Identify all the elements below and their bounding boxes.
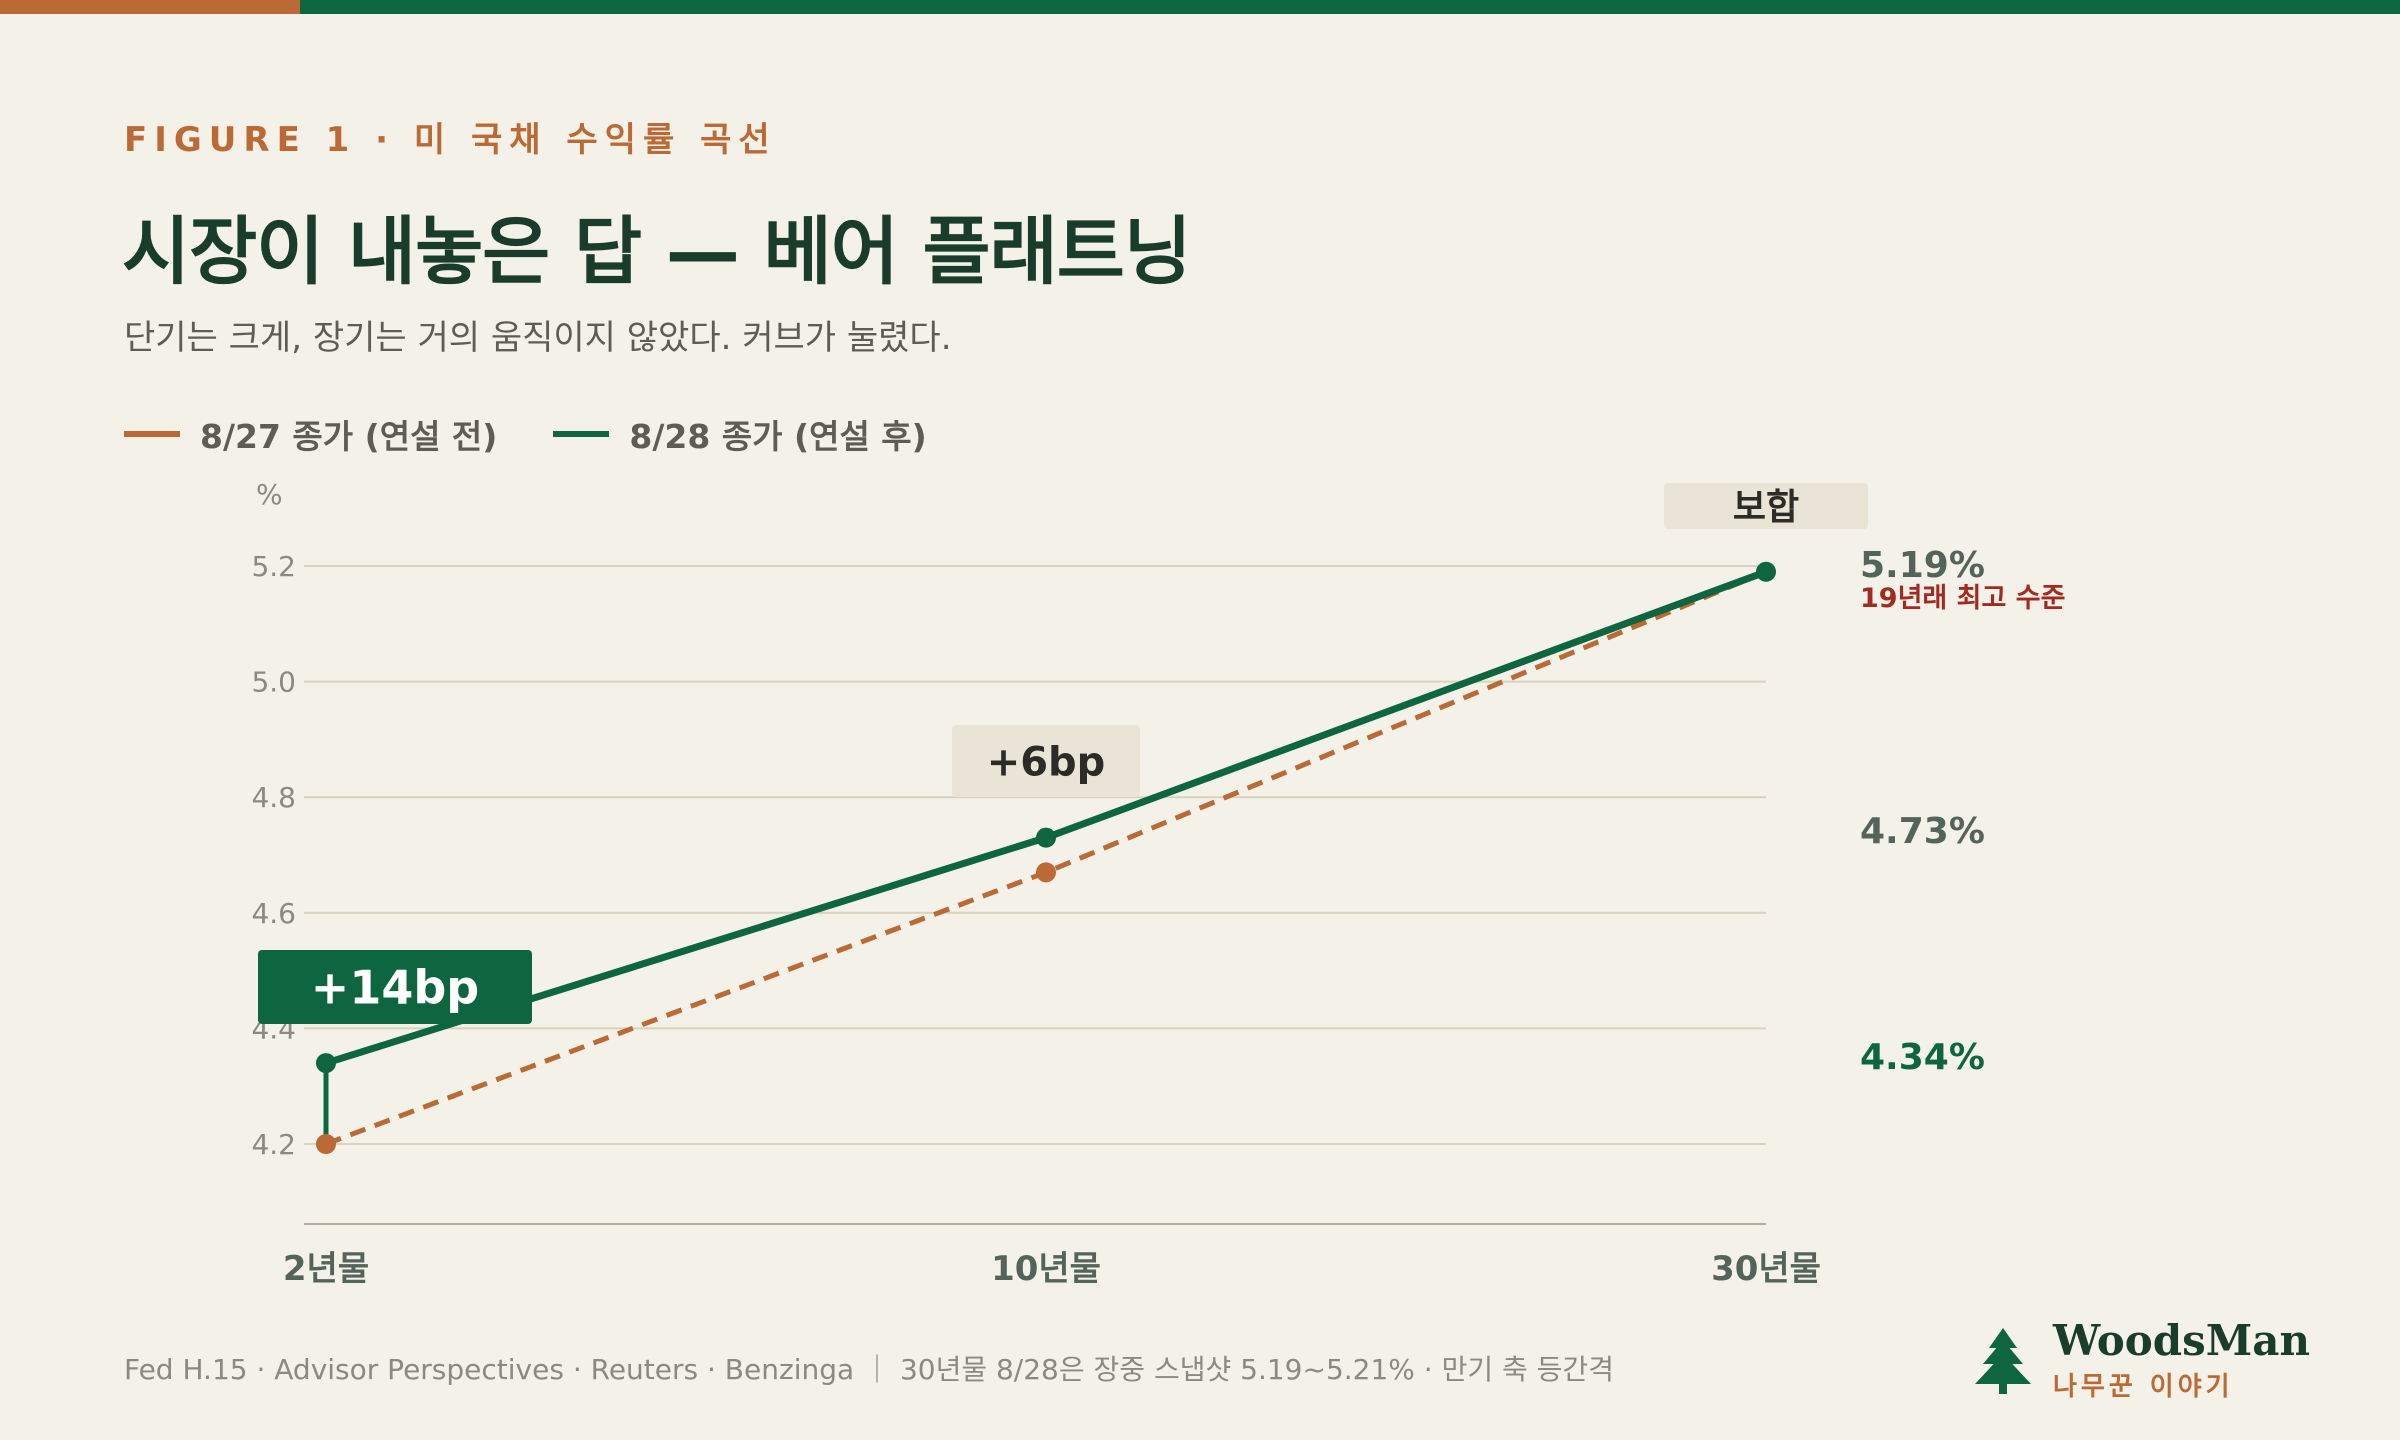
callout-box [1664,483,1868,529]
y-tick-label: 5.2 [251,550,296,583]
y-tick-label: 4.6 [251,897,296,930]
series-line-after [324,568,1768,1067]
logo-subtitle: 나무꾼 이야기 [2053,1372,2234,1402]
x-tick-label: 30년물 [1711,1249,1821,1289]
legend-label-before: 8/27 종가 (연설 전) [200,417,498,456]
chart-legend: 8/27 종가 (연설 전) 8/28 종가 (연설 후) [124,410,983,458]
y-tick-label: 4.2 [251,1128,296,1161]
data-point-before [316,1134,336,1154]
figure-eyebrow: FIGURE 1 · 미 국채 수익률 곡선 [124,120,777,160]
value-note: 19년래 최고 수준 [1860,583,2065,614]
data-point-after [316,1053,336,1074]
callout-label: +14bp [311,961,479,1015]
pine-tree-icon [1975,1327,2031,1394]
data-point-after [1036,827,1056,848]
top-accent-bar [0,0,2400,14]
data-point-after [1756,561,1776,582]
page-title: 시장이 내놓은 답 — 베어 플래트닝 [122,209,1192,295]
callout-label: 보합 [1733,487,1799,528]
callout-box [258,950,532,1024]
y-tick-label: 5.0 [251,666,296,699]
callout-box [952,725,1140,797]
value-label: 5.19% [1860,545,1985,586]
top-accent-bar-orange [0,0,300,14]
logo-name: WoodsMan [2053,1316,2311,1365]
x-tick-label: 2년물 [283,1249,369,1289]
value-label: 4.34% [1860,1037,1985,1078]
value-label: 4.73% [1860,811,1985,852]
legend-item-after: 8/28 종가 (연설 후) [553,410,927,458]
page-subtitle: 단기는 크게, 장기는 거의 움직이지 않았다. 커브가 눌렸다. [124,318,952,358]
y-axis-unit: % [256,478,283,511]
brand-logo: WoodsMan 나무꾼 이야기 [1975,1318,2310,1403]
data-point-before [1036,862,1056,883]
x-tick-label: 10년물 [991,1249,1101,1289]
source-note: Fed H.15 · Advisor Perspectives · Reuter… [124,1353,1614,1386]
legend-label-after: 8/28 종가 (연설 후) [629,417,927,456]
callout-label: +6bp [987,739,1106,785]
series-line-before [325,569,1767,1147]
y-tick-label: 4.8 [251,781,296,814]
legend-swatch-after [553,431,610,437]
legend-swatch-before [124,431,180,437]
legend-item-before: 8/27 종가 (연설 전) [124,410,497,458]
